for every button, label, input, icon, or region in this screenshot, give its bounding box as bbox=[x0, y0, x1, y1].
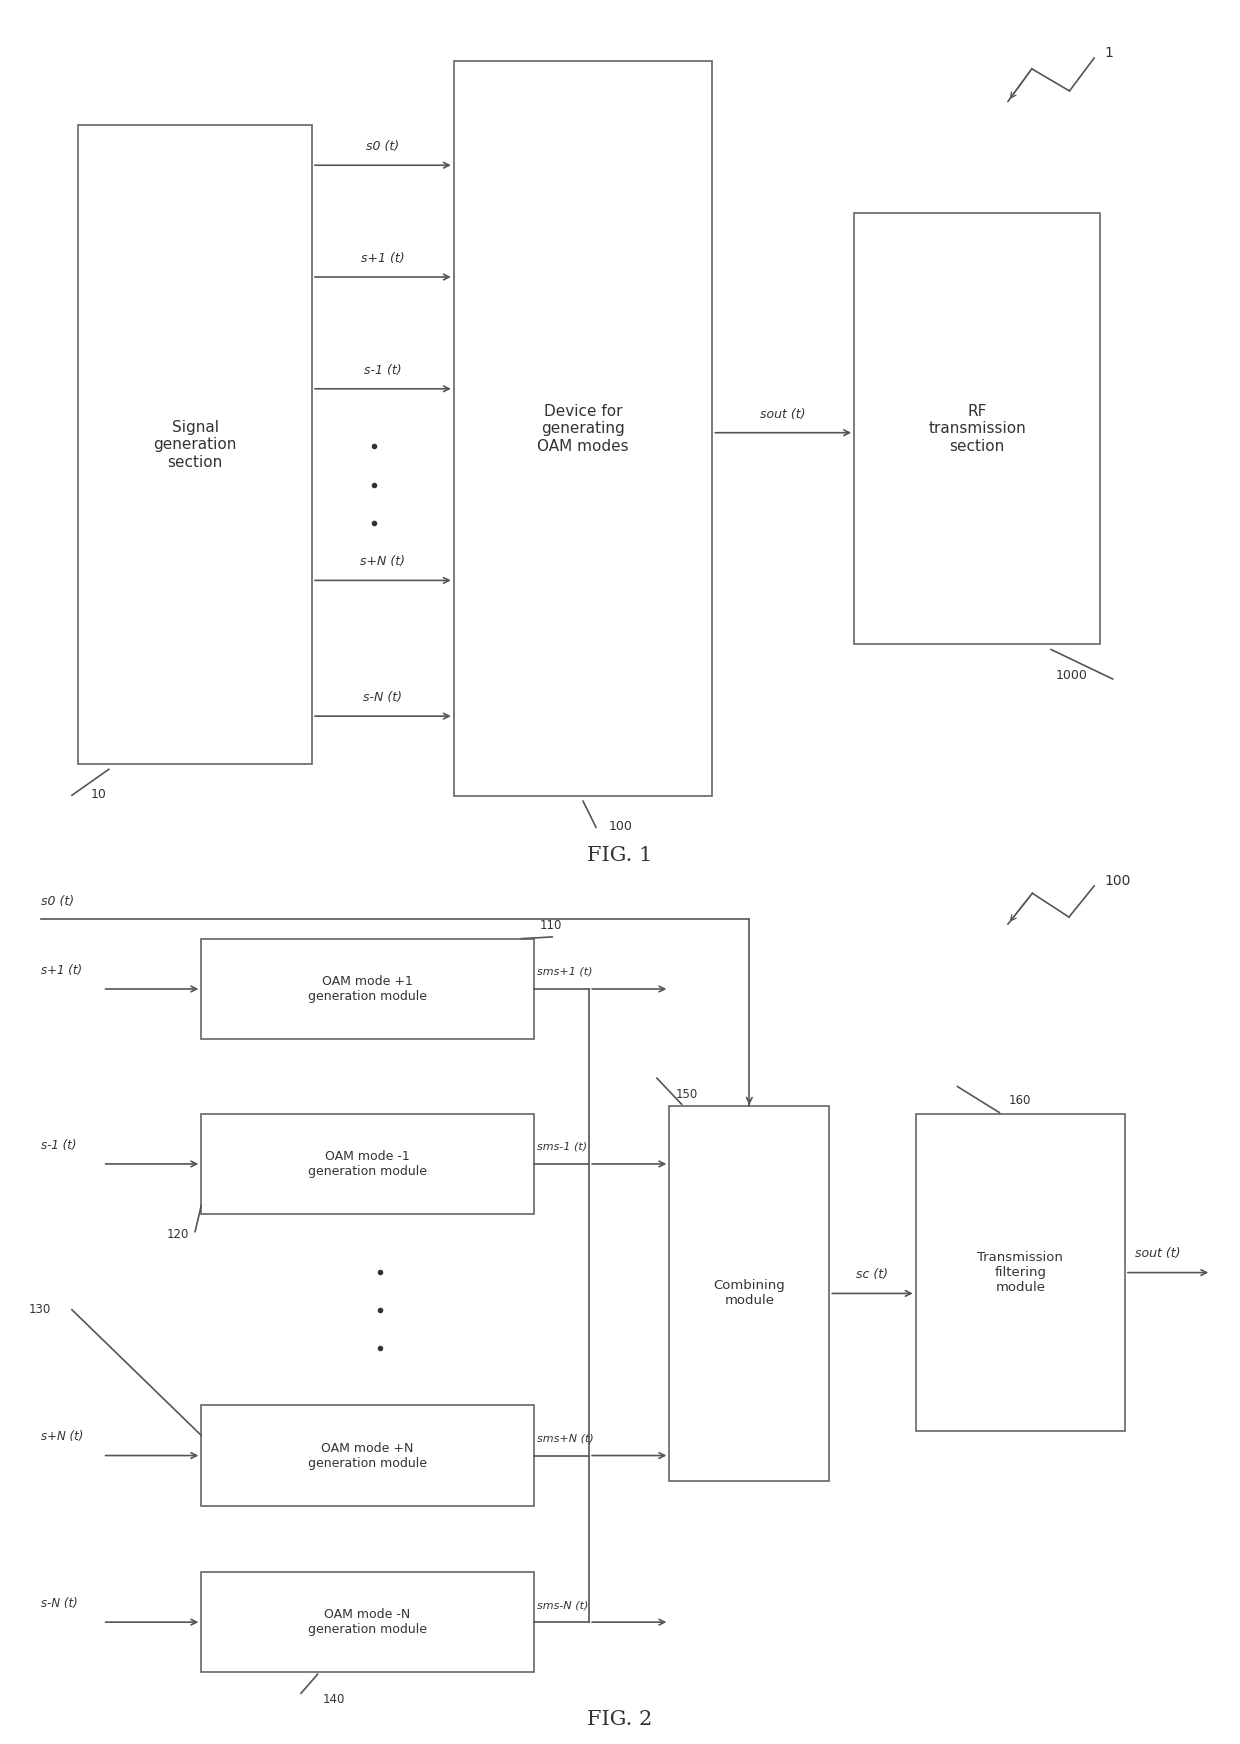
FancyBboxPatch shape bbox=[201, 1406, 533, 1505]
Text: 100: 100 bbox=[1104, 874, 1131, 888]
Text: s-1 (t): s-1 (t) bbox=[365, 364, 402, 377]
Text: 100: 100 bbox=[609, 820, 632, 834]
Text: Transmission
filtering
module: Transmission filtering module bbox=[977, 1250, 1063, 1294]
Text: sms-N (t): sms-N (t) bbox=[537, 1599, 589, 1610]
Text: sms-1 (t): sms-1 (t) bbox=[537, 1142, 588, 1151]
FancyBboxPatch shape bbox=[670, 1106, 830, 1481]
FancyBboxPatch shape bbox=[201, 1571, 533, 1672]
Text: sc (t): sc (t) bbox=[857, 1268, 889, 1282]
FancyBboxPatch shape bbox=[201, 1114, 533, 1214]
Text: 150: 150 bbox=[676, 1088, 698, 1100]
Text: OAM mode -1
generation module: OAM mode -1 generation module bbox=[308, 1149, 427, 1177]
Text: s+N (t): s+N (t) bbox=[361, 555, 405, 569]
Text: sms+1 (t): sms+1 (t) bbox=[537, 966, 593, 977]
FancyBboxPatch shape bbox=[201, 938, 533, 1039]
Text: s0 (t): s0 (t) bbox=[41, 895, 74, 909]
Text: sout (t): sout (t) bbox=[1135, 1247, 1180, 1261]
Text: s+N (t): s+N (t) bbox=[41, 1430, 83, 1444]
Text: 130: 130 bbox=[29, 1303, 51, 1317]
Text: Device for
generating
OAM modes: Device for generating OAM modes bbox=[537, 405, 629, 453]
Text: s0 (t): s0 (t) bbox=[366, 140, 399, 153]
Text: sout (t): sout (t) bbox=[760, 408, 806, 420]
FancyBboxPatch shape bbox=[915, 1114, 1125, 1430]
Text: FIG. 1: FIG. 1 bbox=[588, 846, 652, 865]
Text: Signal
generation
section: Signal generation section bbox=[154, 420, 237, 469]
Text: FIG. 2: FIG. 2 bbox=[588, 1711, 652, 1730]
Text: s+1 (t): s+1 (t) bbox=[41, 964, 82, 977]
Text: OAM mode +N
generation module: OAM mode +N generation module bbox=[308, 1442, 427, 1470]
FancyBboxPatch shape bbox=[78, 126, 312, 764]
Text: s-N (t): s-N (t) bbox=[363, 691, 403, 705]
Text: Combining
module: Combining module bbox=[713, 1280, 785, 1308]
Text: 140: 140 bbox=[324, 1693, 346, 1706]
Text: s+1 (t): s+1 (t) bbox=[361, 251, 404, 265]
Text: sms+N (t): sms+N (t) bbox=[537, 1434, 594, 1444]
Text: OAM mode -N
generation module: OAM mode -N generation module bbox=[308, 1608, 427, 1636]
Text: OAM mode +1
generation module: OAM mode +1 generation module bbox=[308, 975, 427, 1003]
Text: 110: 110 bbox=[539, 919, 562, 931]
FancyBboxPatch shape bbox=[854, 213, 1100, 644]
Text: 1000: 1000 bbox=[1056, 668, 1087, 682]
Text: s-N (t): s-N (t) bbox=[41, 1598, 78, 1610]
Text: 120: 120 bbox=[166, 1228, 188, 1242]
Text: 1: 1 bbox=[1104, 45, 1114, 59]
Text: 10: 10 bbox=[91, 788, 107, 800]
Text: RF
transmission
section: RF transmission section bbox=[929, 405, 1025, 453]
Text: 160: 160 bbox=[1009, 1093, 1032, 1107]
FancyBboxPatch shape bbox=[454, 61, 712, 795]
Text: s-1 (t): s-1 (t) bbox=[41, 1139, 77, 1151]
